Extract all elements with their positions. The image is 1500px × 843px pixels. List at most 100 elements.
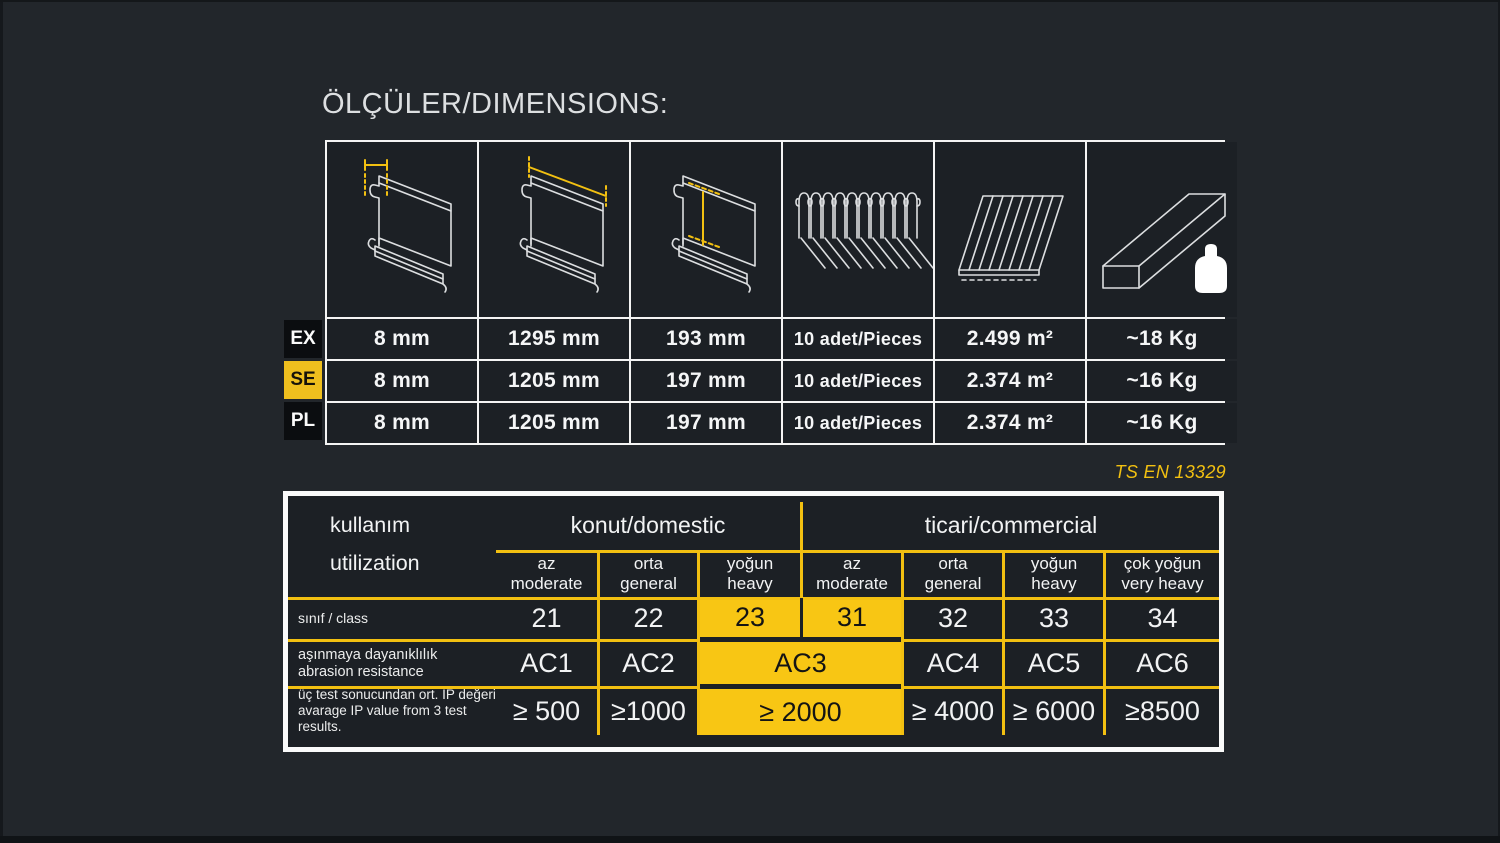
column-header: çok yoğun very heavy bbox=[1106, 552, 1219, 596]
dim-value: 10 adet/Pieces bbox=[793, 412, 923, 433]
col-line2: moderate bbox=[816, 574, 888, 593]
domestic-commercial-divider bbox=[800, 502, 803, 599]
col-line1: çok yoğun bbox=[1123, 554, 1202, 573]
utilization-class-table: kullanım utilization konut/domestic tica… bbox=[283, 491, 1224, 752]
utilization-table-inner: kullanım utilization konut/domestic tica… bbox=[288, 496, 1219, 747]
dim-value-cell: 1205 mm bbox=[479, 361, 629, 401]
col-line2: heavy bbox=[1031, 574, 1077, 593]
column-header: yoğun heavy bbox=[700, 552, 800, 596]
ip-cell-8500: ≥8500 bbox=[1125, 695, 1200, 726]
dim-value: 2.374 m² bbox=[966, 369, 1054, 392]
dim-value: ~18 Kg bbox=[1126, 327, 1198, 350]
dim-value: 1295 mm bbox=[508, 327, 600, 350]
column-divider-line bbox=[1103, 551, 1106, 735]
column-header: orta general bbox=[600, 552, 697, 596]
subheader-divider-line bbox=[288, 597, 1219, 600]
row-divider-line bbox=[288, 686, 700, 689]
column-divider-line bbox=[1002, 551, 1005, 735]
column-divider-line bbox=[697, 551, 700, 735]
dim-value-cell: ~18 Kg bbox=[1087, 319, 1237, 359]
panel-length-icon bbox=[479, 142, 629, 317]
abrasion-cell-ac6: AC6 bbox=[1136, 647, 1189, 678]
row-label-se: SE bbox=[284, 361, 322, 399]
column-header: az moderate bbox=[803, 552, 901, 596]
abrasion-cell-ac2: AC2 bbox=[622, 647, 675, 678]
panel-stack-pieces-icon bbox=[783, 142, 933, 317]
dim-value: 10 adet/Pieces bbox=[793, 328, 923, 349]
class-cell-21: 21 bbox=[531, 603, 562, 633]
row-divider-line bbox=[901, 686, 1219, 689]
column-header: orta general bbox=[904, 552, 1002, 596]
corner-label-line1: kullanım bbox=[330, 513, 411, 537]
dim-value-cell: 8 mm bbox=[327, 319, 477, 359]
corner-label: kullanım utilization bbox=[330, 506, 420, 582]
class-cell-23: 23 bbox=[734, 602, 766, 632]
dim-value-cell: 10 adet/Pieces bbox=[783, 319, 933, 359]
group-header-domestic: konut/domestic bbox=[570, 511, 726, 538]
row-label-line1: üç test sonucundan ort. IP değeri bbox=[298, 687, 496, 702]
corner-label-line2: utilization bbox=[330, 551, 420, 575]
class-23-31-divider bbox=[800, 598, 803, 637]
row-label-ex: EX bbox=[284, 320, 322, 358]
row-divider-line bbox=[288, 639, 700, 642]
dim-value-cell: 8 mm bbox=[327, 361, 477, 401]
row-label-line1: aşınmaya dayanıklılık bbox=[298, 646, 438, 663]
dimensions-table: 8 mm 1295 mm 193 mm 10 adet/Pieces 2.499… bbox=[325, 140, 1237, 445]
ip-cell-1000: ≥1000 bbox=[611, 695, 686, 726]
dim-value-cell: 10 adet/Pieces bbox=[783, 403, 933, 443]
ip-cell-6000: ≥ 6000 bbox=[1012, 695, 1096, 726]
col-line1: az bbox=[843, 554, 861, 573]
dim-value: 193 mm bbox=[665, 327, 747, 350]
column-divider-line bbox=[597, 551, 600, 735]
ip-cell-4000: ≥ 4000 bbox=[911, 695, 995, 726]
dim-value: 197 mm bbox=[665, 411, 747, 434]
row-label-pl: PL bbox=[284, 402, 322, 440]
panel-width-icon bbox=[631, 142, 781, 317]
dim-value-cell: 2.374 m² bbox=[935, 403, 1085, 443]
dim-value-cell: 1295 mm bbox=[479, 319, 629, 359]
class-cell-31: 31 bbox=[836, 602, 868, 632]
dim-value-cell: 197 mm bbox=[631, 403, 781, 443]
column-header: az moderate bbox=[496, 552, 597, 596]
dim-value-cell: 2.499 m² bbox=[935, 319, 1085, 359]
dim-value: 8 mm bbox=[373, 327, 431, 350]
dim-value: ~16 Kg bbox=[1126, 369, 1198, 392]
class-cell-34: 34 bbox=[1147, 603, 1178, 633]
standard-reference: TS EN 13329 bbox=[1114, 462, 1226, 482]
row-label-abrasion: aşınmaya dayanıklılık abrasion resistanc… bbox=[298, 640, 493, 687]
col-line1: yoğun bbox=[726, 554, 774, 573]
col-line1: yoğun bbox=[1030, 554, 1078, 573]
col-line2: general bbox=[620, 574, 677, 593]
row-label-line2: abrasion resistance bbox=[298, 663, 424, 680]
row-label-class: sınıf / class bbox=[298, 597, 493, 639]
dim-value: 8 mm bbox=[373, 411, 431, 434]
weight-glyph bbox=[1195, 243, 1227, 293]
highlight-block-ac3 bbox=[697, 642, 904, 684]
row-label-line1: sınıf / class bbox=[298, 610, 369, 626]
dim-value: 2.499 m² bbox=[966, 327, 1054, 350]
column-header: yoğun heavy bbox=[1005, 552, 1103, 596]
dim-value: ~16 Kg bbox=[1126, 411, 1198, 434]
abrasion-cell-ac4: AC4 bbox=[926, 647, 980, 678]
col-line2: moderate bbox=[510, 574, 583, 593]
dim-value-cell: 1205 mm bbox=[479, 403, 629, 443]
highlight-block-ip bbox=[697, 689, 904, 735]
class-cell-33: 33 bbox=[1038, 603, 1070, 633]
dim-value-cell: 2.374 m² bbox=[935, 361, 1085, 401]
panel-area-icon bbox=[935, 142, 1085, 317]
dim-value: 8 mm bbox=[373, 369, 431, 392]
ip-cell-500: ≥ 500 bbox=[512, 695, 581, 726]
row-divider-line bbox=[901, 639, 1219, 642]
class-cell-32: 32 bbox=[937, 603, 969, 633]
row-label-ip-value: üç test sonucundan ort. IP değeri avarag… bbox=[298, 687, 496, 735]
dim-value-cell: ~16 Kg bbox=[1087, 403, 1237, 443]
dim-value-cell: 8 mm bbox=[327, 403, 477, 443]
class-cell-22: 22 bbox=[633, 603, 664, 633]
dim-value-cell: ~16 Kg bbox=[1087, 361, 1237, 401]
col-line2: very heavy bbox=[1121, 574, 1204, 593]
package-weight-icon bbox=[1087, 142, 1237, 317]
dim-value-cell: 197 mm bbox=[631, 361, 781, 401]
group-divider-line bbox=[496, 550, 1219, 553]
dim-value: 1205 mm bbox=[508, 411, 600, 434]
